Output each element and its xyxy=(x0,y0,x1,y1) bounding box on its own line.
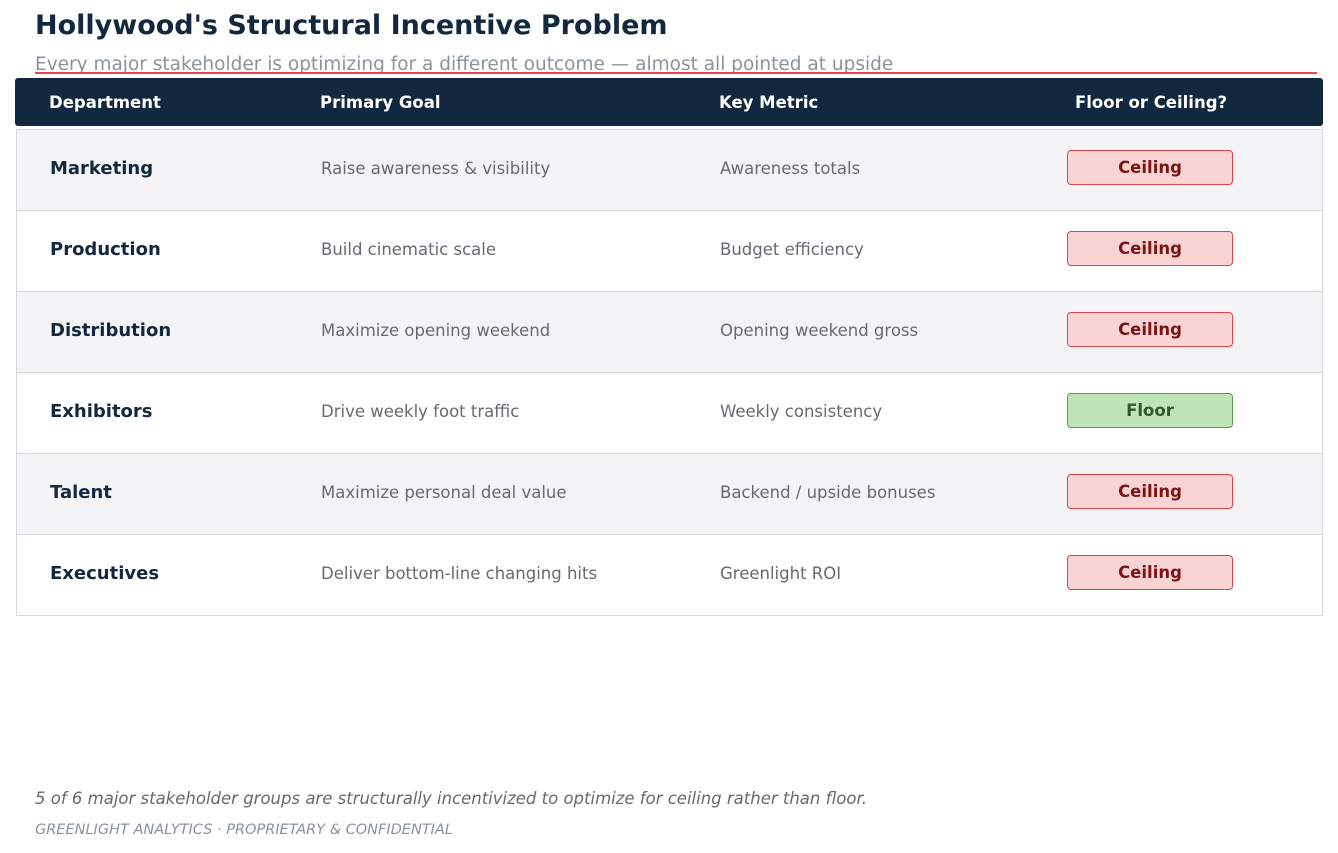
table-header: Department Primary Goal Key Metric Floor… xyxy=(15,78,1323,126)
primary-goal-cell: Maximize opening weekend xyxy=(321,321,551,340)
key-metric-cell: Awareness totals xyxy=(720,159,861,178)
primary-goal-cell: Drive weekly foot traffic xyxy=(321,402,520,421)
key-metric-cell: Backend / upside bonuses xyxy=(720,483,936,502)
table-row: Distribution Maximize opening weekend Op… xyxy=(16,292,1323,373)
verdict-badge: Ceiling xyxy=(1067,555,1233,590)
footnote: 5 of 6 major stakeholder groups are stru… xyxy=(35,789,867,808)
department-cell: Talent xyxy=(50,482,112,503)
department-cell: Marketing xyxy=(50,158,154,179)
table-row: Exhibitors Drive weekly foot traffic Wee… xyxy=(16,373,1323,454)
column-header-department: Department xyxy=(49,93,161,112)
page-subtitle: Every major stakeholder is optimizing fo… xyxy=(35,54,894,75)
key-metric-cell: Greenlight ROI xyxy=(720,564,842,583)
table-row: Marketing Raise awareness & visibility A… xyxy=(16,129,1323,211)
key-metric-cell: Budget efficiency xyxy=(720,240,864,259)
department-cell: Executives xyxy=(50,563,160,584)
key-metric-cell: Weekly consistency xyxy=(720,402,883,421)
table-row: Talent Maximize personal deal value Back… xyxy=(16,454,1323,535)
verdict-badge: Floor xyxy=(1067,393,1233,428)
verdict-badge: Ceiling xyxy=(1067,474,1233,509)
primary-goal-cell: Build cinematic scale xyxy=(321,240,496,259)
department-cell: Distribution xyxy=(50,320,172,341)
table-row: Production Build cinematic scale Budget … xyxy=(16,211,1323,292)
column-header-floor-or-ceiling: Floor or Ceiling? xyxy=(1075,93,1228,112)
accent-divider xyxy=(35,72,1317,74)
verdict-badge: Ceiling xyxy=(1067,150,1233,185)
column-header-key-metric: Key Metric xyxy=(719,93,819,112)
confidentiality-footer: GREENLIGHT ANALYTICS · PROPRIETARY & CON… xyxy=(35,822,453,838)
primary-goal-cell: Raise awareness & visibility xyxy=(321,159,551,178)
column-header-primary-goal: Primary Goal xyxy=(320,93,441,112)
department-cell: Production xyxy=(50,239,161,260)
primary-goal-cell: Maximize personal deal value xyxy=(321,483,567,502)
primary-goal-cell: Deliver bottom-line changing hits xyxy=(321,564,598,583)
key-metric-cell: Opening weekend gross xyxy=(720,321,919,340)
verdict-badge: Ceiling xyxy=(1067,312,1233,347)
table-row: Executives Deliver bottom-line changing … xyxy=(16,535,1323,616)
verdict-badge: Ceiling xyxy=(1067,231,1233,266)
incentive-table: Department Primary Goal Key Metric Floor… xyxy=(15,78,1323,616)
page-title: Hollywood's Structural Incentive Problem xyxy=(35,10,668,41)
department-cell: Exhibitors xyxy=(50,401,153,422)
